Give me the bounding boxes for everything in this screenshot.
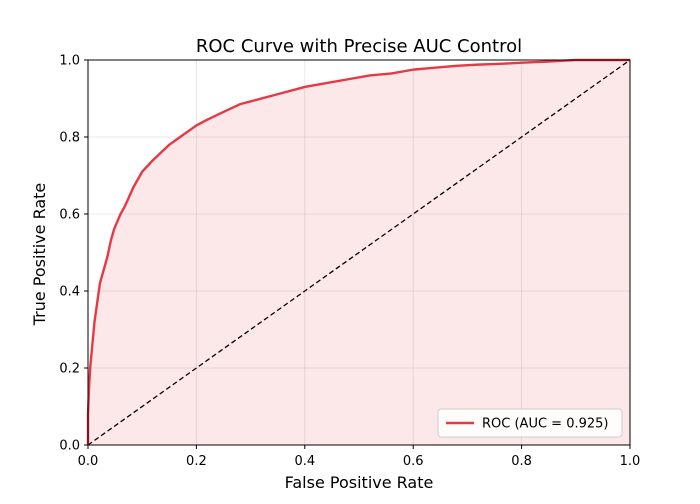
plot-area: 0.0 0.2 0.4 0.6 0.8 1.0 0.0 0.2 0.4 0.6 0.8 1.0 [59,54,640,470]
x-axis-label: False Positive Rate [285,473,434,492]
x-tick-label: 0.6 [403,454,424,469]
x-tick-label: 0.0 [78,454,99,469]
y-tick-label: 0.8 [59,131,80,146]
y-axis-label: True Positive Rate [30,183,49,327]
x-tick-label: 1.0 [620,454,641,469]
x-tick-label: 0.4 [294,454,315,469]
x-tick-label: 0.8 [511,454,532,469]
plot-frame [87,59,631,446]
y-tick-label: 0.4 [59,285,80,300]
roc-curve-line [86,58,630,445]
legend-roc-label: ROC (AUC = 0.925) [482,417,608,432]
legend-box [437,408,623,438]
y-tick-label: 0.0 [59,439,80,454]
y-tick-label: 0.2 [59,362,80,377]
chart-title: ROC Curve with Precise AUC Control [196,36,522,57]
random-classifier-line [87,59,631,446]
y-tick-label: 1.0 [59,54,80,69]
y-tick-label: 0.6 [59,208,80,223]
x-tick-label: 0.2 [186,454,207,469]
legend: ROC (AUC = 0.925) [437,408,623,438]
